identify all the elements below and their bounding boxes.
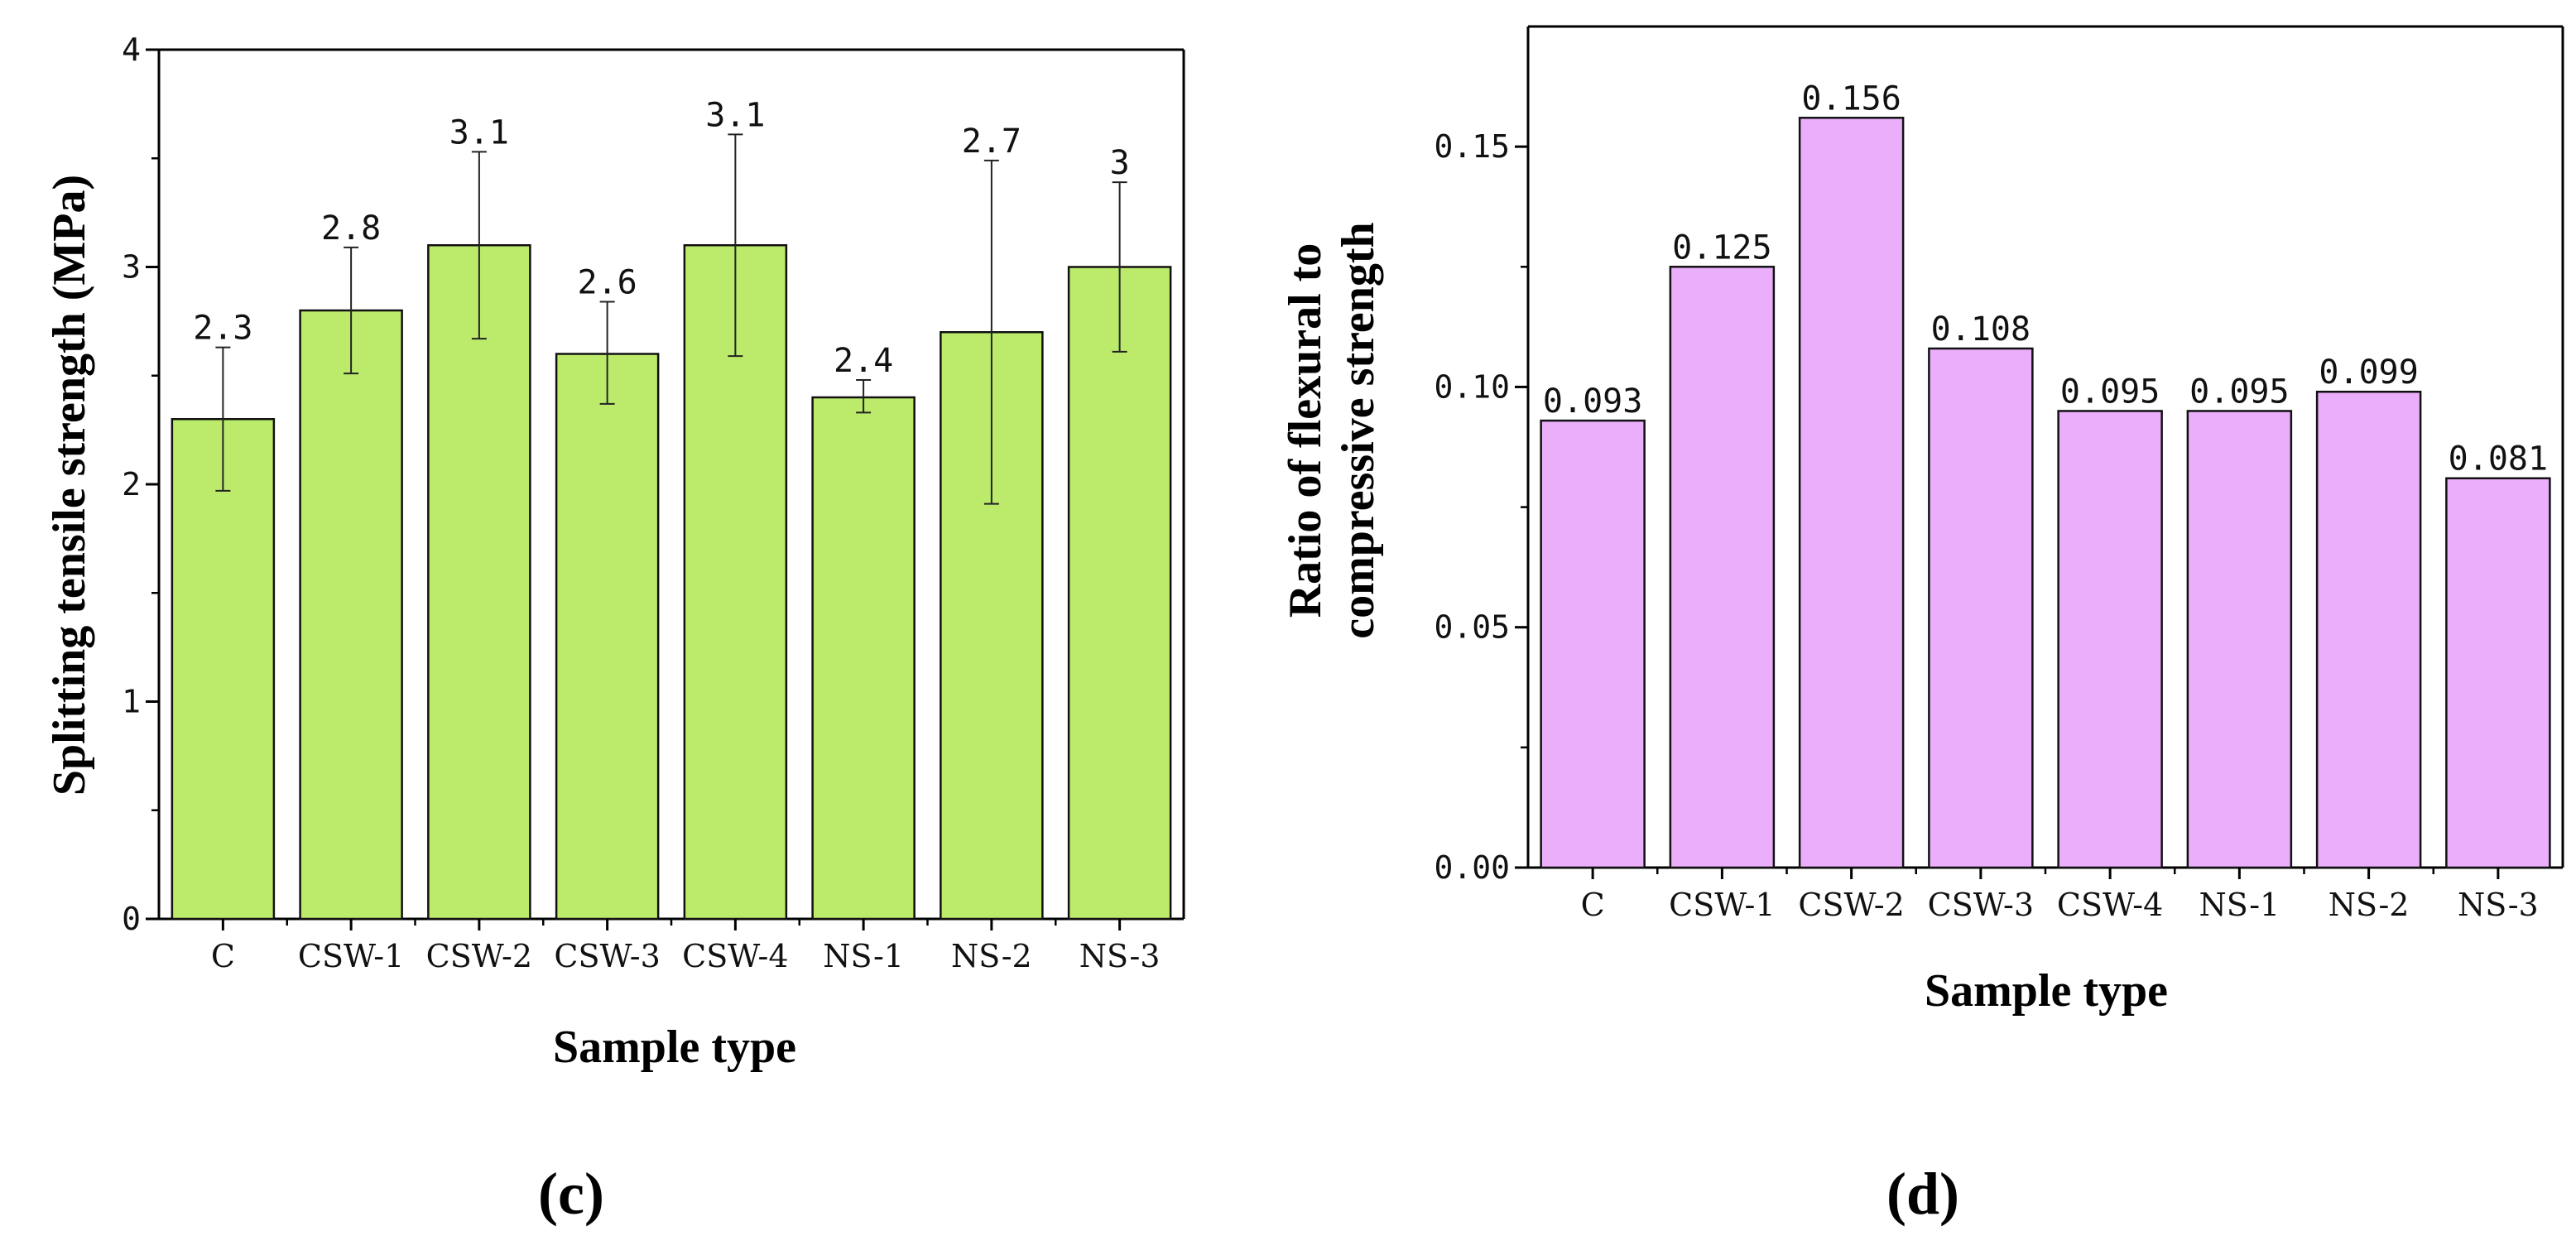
panel-d-y-axis-title-line-2: compressive strength bbox=[1333, 222, 1384, 638]
x-tick-label: CSW-3 bbox=[554, 938, 660, 974]
x-tick-label: NS-3 bbox=[2458, 887, 2539, 923]
x-tick-label: C bbox=[1581, 887, 1605, 923]
bar bbox=[2445, 477, 2551, 869]
panel-c-y-axis-title: Splitting tensile strength (MPa) bbox=[44, 175, 95, 796]
value-label: 0.099 bbox=[2319, 353, 2418, 392]
bar bbox=[1798, 117, 1905, 869]
panel-c-bars bbox=[171, 244, 1172, 921]
x-tick-label: NS-2 bbox=[951, 938, 1032, 974]
y-tick-label: 0.10 bbox=[1434, 368, 1510, 405]
value-label: 2.4 bbox=[834, 342, 893, 380]
x-tick-label: CSW-3 bbox=[1928, 887, 2034, 923]
x-tick-label: CSW-4 bbox=[682, 938, 788, 974]
panel-c-x-axis: C CSW-1 CSW-2 CSW-3 CSW-4 NS-1 NS-2 NS-3 bbox=[211, 919, 1161, 974]
panel-d-label: (d) bbox=[1886, 1161, 1959, 1227]
y-tick-label: 0 bbox=[122, 901, 141, 937]
panel-c-x-axis-title: Sample type bbox=[553, 1022, 796, 1073]
x-tick-label: CSW-4 bbox=[2057, 887, 2163, 923]
value-label: 0.108 bbox=[1931, 310, 2031, 349]
value-label: 0.156 bbox=[1801, 79, 1901, 118]
x-tick-label: NS-3 bbox=[1079, 938, 1161, 974]
bar bbox=[1669, 266, 1776, 869]
bar bbox=[811, 396, 916, 921]
x-tick-label: CSW-1 bbox=[298, 938, 404, 974]
value-label: 2.3 bbox=[193, 310, 252, 348]
value-label: 0.095 bbox=[2189, 373, 2289, 411]
x-tick-label: CSW-2 bbox=[1798, 887, 1904, 923]
value-label: 0.081 bbox=[2449, 440, 2548, 478]
y-tick-label: 1 bbox=[122, 684, 141, 720]
y-tick-label: 0.00 bbox=[1434, 849, 1510, 886]
panel-c-chart: 2.3 2.8 3.1 2.6 3.1 2.4 2.7 3 0 1 2 3 4 C CSW-1 CSW-2… bbox=[44, 31, 1185, 1227]
panel-d-y-axis-title: Ratio of flexural to compressive strengt… bbox=[1280, 222, 1384, 638]
value-label: 3.1 bbox=[705, 96, 765, 134]
value-label: 2.6 bbox=[578, 264, 637, 302]
bar bbox=[2057, 410, 2163, 869]
bar bbox=[299, 309, 403, 921]
y-tick-label: 4 bbox=[122, 31, 141, 68]
value-label: 2.7 bbox=[962, 123, 1021, 161]
bar bbox=[1067, 266, 1172, 921]
panel-c-y-axis: 0 1 2 3 4 bbox=[122, 31, 159, 937]
bar bbox=[1540, 419, 1646, 869]
panel-d-value-labels: 0.093 0.125 0.156 0.108 0.095 0.095 0.099 0.081 bbox=[1543, 79, 2548, 478]
panel-d-x-axis: C CSW-1 CSW-2 CSW-3 CSW-4 NS-1 NS-2 NS-3 bbox=[1581, 868, 2539, 923]
panel-c-error-bars bbox=[215, 133, 1127, 505]
panel-c-label: (c) bbox=[538, 1161, 604, 1227]
x-tick-label: NS-1 bbox=[2199, 887, 2280, 923]
panel-c-value-labels: 2.3 2.8 3.1 2.6 3.1 2.4 2.7 3 bbox=[193, 96, 1129, 380]
y-tick-label: 3 bbox=[122, 249, 141, 286]
panel-d-y-axis: 0.00 0.05 0.10 0.15 bbox=[1434, 128, 1528, 886]
panel-d-y-axis-title-line-1: Ratio of flexural to bbox=[1280, 243, 1331, 618]
bar bbox=[171, 418, 276, 921]
x-tick-label: NS-1 bbox=[823, 938, 904, 974]
x-tick-label: NS-2 bbox=[2328, 887, 2410, 923]
value-label: 3 bbox=[1110, 144, 1130, 182]
value-label: 3.1 bbox=[449, 113, 509, 151]
y-tick-label: 0.05 bbox=[1434, 609, 1510, 646]
y-tick-label: 0.15 bbox=[1434, 128, 1510, 165]
bar bbox=[2315, 390, 2422, 869]
value-label: 2.8 bbox=[321, 209, 381, 248]
value-label: 0.093 bbox=[1543, 382, 1642, 421]
x-tick-label: CSW-2 bbox=[426, 938, 532, 974]
bar bbox=[2186, 410, 2293, 869]
bar bbox=[555, 353, 660, 921]
panel-d-chart: 0.093 0.125 0.156 0.108 0.095 0.095 0.099 0.081… bbox=[1280, 25, 2564, 1227]
value-label: 0.125 bbox=[1672, 228, 1771, 267]
bar bbox=[683, 244, 788, 921]
y-tick-label: 2 bbox=[122, 466, 141, 502]
x-tick-label: C bbox=[211, 938, 235, 974]
bar bbox=[427, 244, 531, 921]
x-tick-label: CSW-1 bbox=[1669, 887, 1775, 923]
bar bbox=[1928, 347, 2034, 869]
panel-d-x-axis-title: Sample type bbox=[1925, 965, 2168, 1017]
value-label: 0.095 bbox=[2060, 373, 2160, 411]
